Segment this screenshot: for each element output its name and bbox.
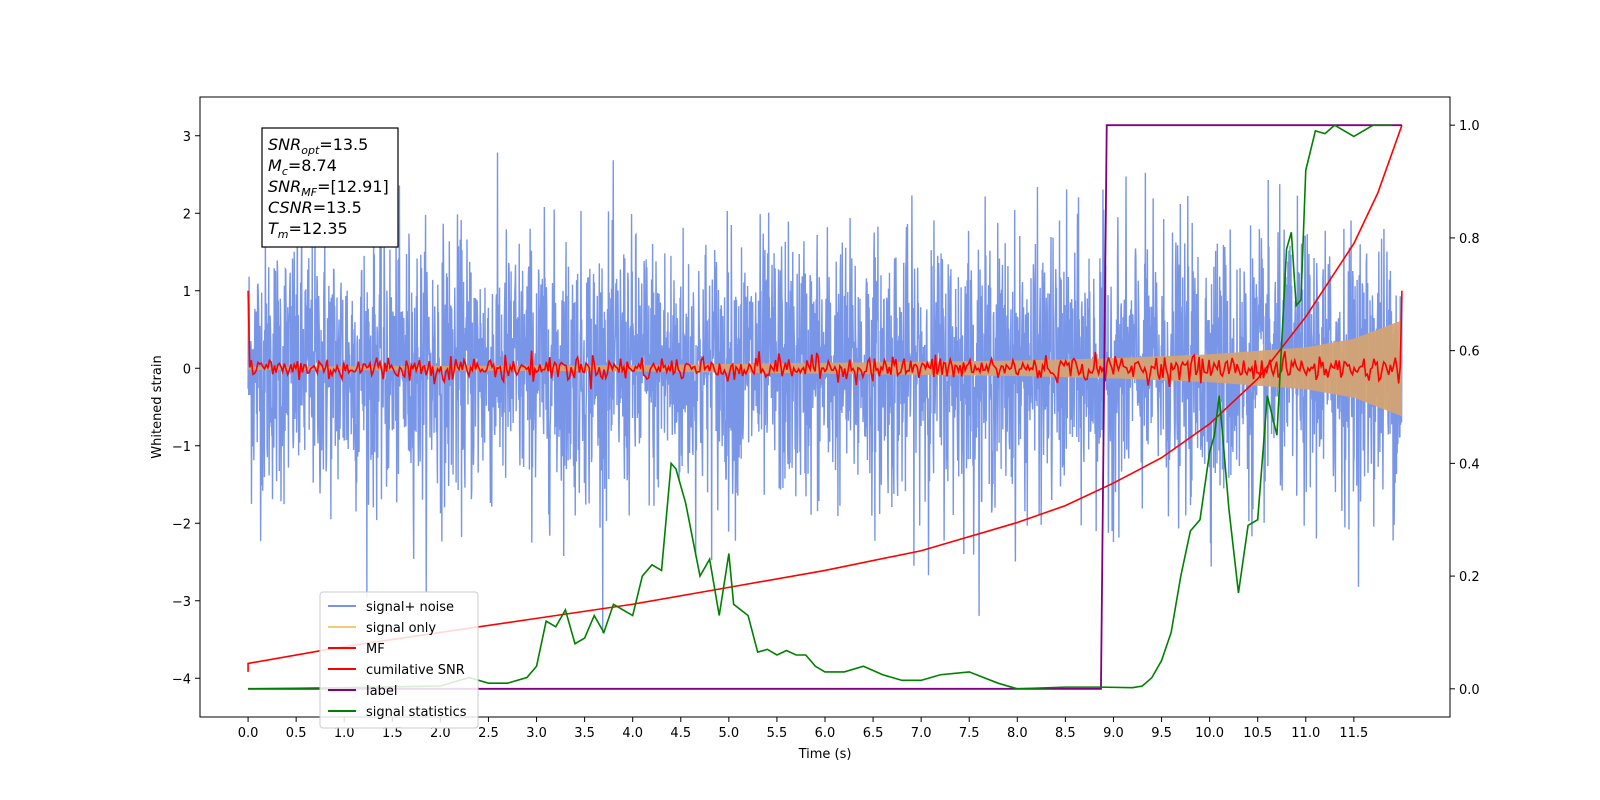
- y2-tick-label: 0.2: [1459, 570, 1480, 585]
- y-tick-label: 2: [183, 207, 191, 222]
- y-axis-title: Whitened strain: [150, 355, 165, 458]
- x-tick-label: 5.0: [719, 726, 740, 741]
- x-tick-label: 1.5: [382, 726, 403, 741]
- x-tick-label: 10.0: [1195, 726, 1224, 741]
- y2-tick-label: 0.4: [1459, 457, 1480, 472]
- x-tick-label: 10.5: [1243, 726, 1272, 741]
- x-tick-label: 2.5: [478, 726, 499, 741]
- legend-label: signal+ noise: [366, 600, 454, 615]
- legend-label: cumilative SNR: [366, 663, 465, 678]
- x-axis-title: Time (s): [798, 747, 852, 762]
- series-signal-statistics: [248, 124, 1393, 690]
- y2-tick-label: 1.0: [1459, 119, 1480, 134]
- annotation-line: Tm=12.35: [268, 219, 348, 241]
- annotation-line: CSNR=13.5: [268, 198, 362, 217]
- x-tick-label: 4.5: [670, 726, 691, 741]
- legend: [319, 591, 479, 729]
- annotation-line: SNRopt=13.5: [268, 135, 368, 157]
- x-tick-label: 1.0: [334, 726, 355, 741]
- annotation-line: SNRMF=[12.91]: [268, 177, 389, 199]
- y2-tick-label: 0.6: [1459, 345, 1480, 360]
- y-tick-label: −1: [172, 440, 191, 455]
- x-tick-label: 8.0: [1007, 726, 1028, 741]
- x-tick-label: 3.5: [574, 726, 595, 741]
- y-tick-label: 0: [183, 362, 191, 377]
- x-tick-label: 6.5: [863, 726, 884, 741]
- series-signal-only: [248, 320, 1402, 417]
- series-signal-noise: [247, 152, 1403, 634]
- annotation-line: Mc=8.74: [268, 156, 337, 178]
- y-tick-label: 1: [183, 285, 191, 300]
- x-tick-label: 5.5: [767, 726, 788, 741]
- y-tick-label: −2: [172, 517, 191, 532]
- x-tick-label: 2.0: [430, 726, 451, 741]
- legend-label: signal statistics: [366, 705, 467, 720]
- legend-label: MF: [366, 642, 385, 657]
- x-tick-label: 4.0: [622, 726, 643, 741]
- y2-tick-label: 0.0: [1459, 683, 1480, 698]
- series-mf: [247, 290, 1403, 390]
- annotation-box: [261, 127, 399, 248]
- x-tick-label: 0.0: [238, 726, 259, 741]
- x-tick-label: 8.5: [1055, 726, 1076, 741]
- legend-label: label: [366, 684, 397, 699]
- series-label: [248, 124, 1402, 690]
- x-tick-label: 0.5: [286, 726, 307, 741]
- x-tick-label: 9.0: [1103, 726, 1124, 741]
- y-tick-label: 3: [183, 130, 191, 145]
- x-tick-label: 11.5: [1339, 726, 1368, 741]
- x-tick-label: 11.0: [1291, 726, 1320, 741]
- x-tick-label: 7.0: [911, 726, 932, 741]
- x-tick-label: 3.0: [526, 726, 547, 741]
- y-tick-label: −3: [172, 595, 191, 610]
- x-tick-label: 7.5: [959, 726, 980, 741]
- y-tick-label: −4: [172, 672, 191, 687]
- y2-tick-label: 0.8: [1459, 232, 1480, 247]
- x-tick-label: 9.5: [1151, 726, 1172, 741]
- x-tick-label: 6.0: [815, 726, 836, 741]
- legend-label: signal only: [366, 621, 436, 636]
